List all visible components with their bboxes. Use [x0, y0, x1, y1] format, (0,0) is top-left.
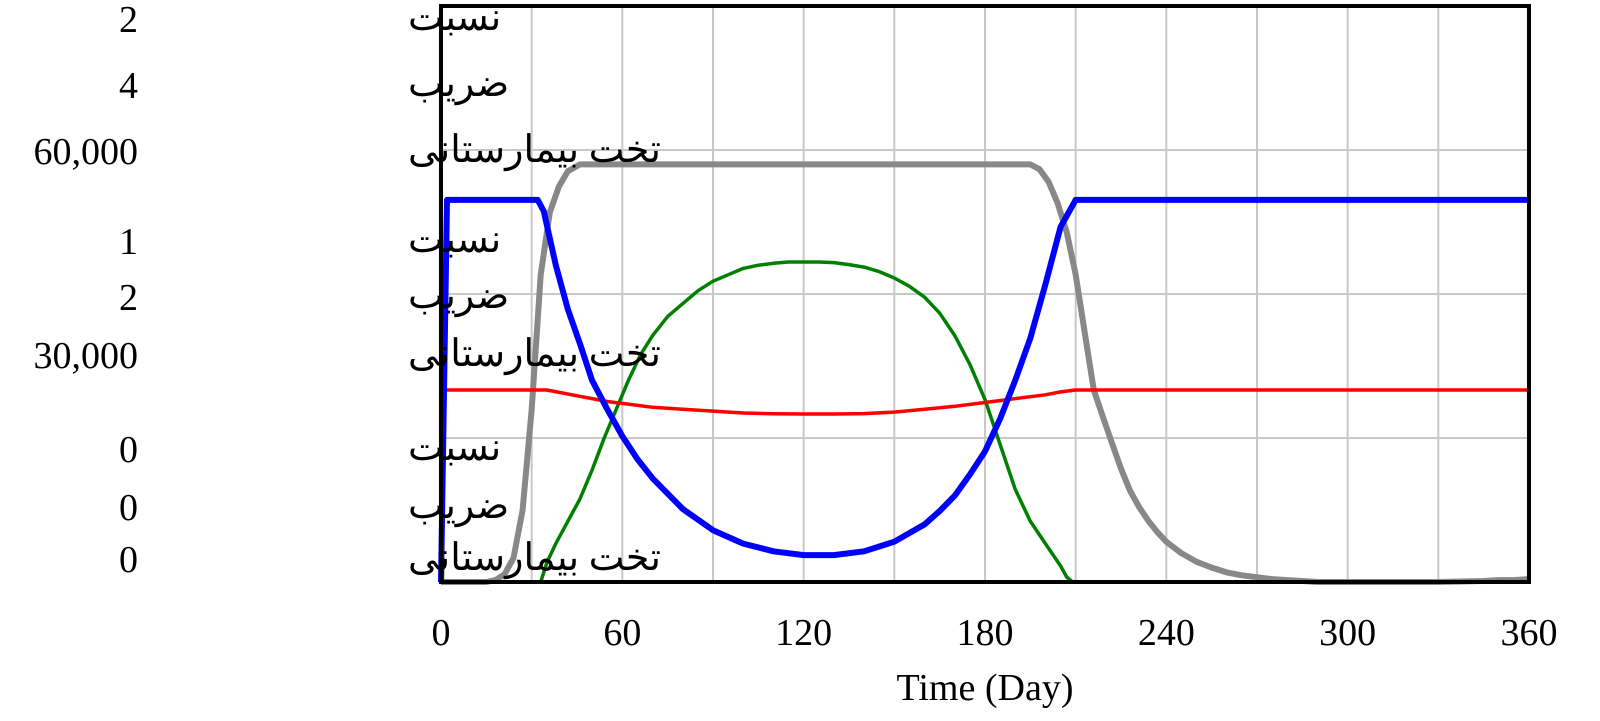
x-tick-label: 360: [1501, 612, 1558, 654]
y-axis-value: 4: [119, 65, 138, 107]
x-axis-label: Time (Day): [897, 667, 1074, 709]
y-axis-variable-name: ضریب: [408, 275, 509, 318]
x-tick-label: 240: [1138, 612, 1195, 654]
x-tick-label: 180: [957, 612, 1014, 654]
series-line-4: [438, 196, 1529, 583]
series-line-2: [439, 133, 1074, 584]
x-tick-label: 60: [603, 612, 641, 654]
gridlines: [441, 6, 1529, 582]
y-axis-variable-name: نسبت: [408, 427, 501, 469]
x-tick-labels: 0 60 120 180 240 300 360: [432, 612, 1558, 654]
y-axis-variable-name: نسبت: [408, 0, 501, 39]
y-axis-labels: 2 نسبت 4 ضریب 60,000 تخت بیمارستانی 1 نسبت 2 ضریب…: [34, 0, 662, 581]
y-axis-value: 0: [119, 429, 138, 471]
y-axis-variable-name: تخت بیمارستانی: [408, 129, 661, 172]
y-axis-value: 0: [119, 487, 138, 529]
y-axis-value: 30,000: [34, 335, 139, 377]
y-axis-value: 0: [119, 539, 138, 581]
plot-frame: [439, 4, 1531, 584]
y-axis-variable-name: تخت بیمارستانی: [408, 537, 661, 580]
y-axis-value: 2: [119, 0, 138, 41]
y-axis-value: 2: [119, 277, 138, 319]
x-tick-label: 0: [432, 612, 451, 654]
y-axis-variable-name: ضریب: [408, 485, 509, 528]
y-axis-value: 1: [119, 221, 138, 263]
y-axis-variable-name: ضریب: [408, 63, 509, 106]
series-line-3: [441, 388, 1529, 416]
y-axis-variable-name: تخت بیمارستانی: [408, 333, 661, 376]
y-axis-variable-name: نسبت: [408, 219, 501, 261]
x-tick-label: 120: [775, 612, 832, 654]
x-tick-label: 300: [1319, 612, 1376, 654]
y-axis-value: 60,000: [34, 131, 139, 173]
